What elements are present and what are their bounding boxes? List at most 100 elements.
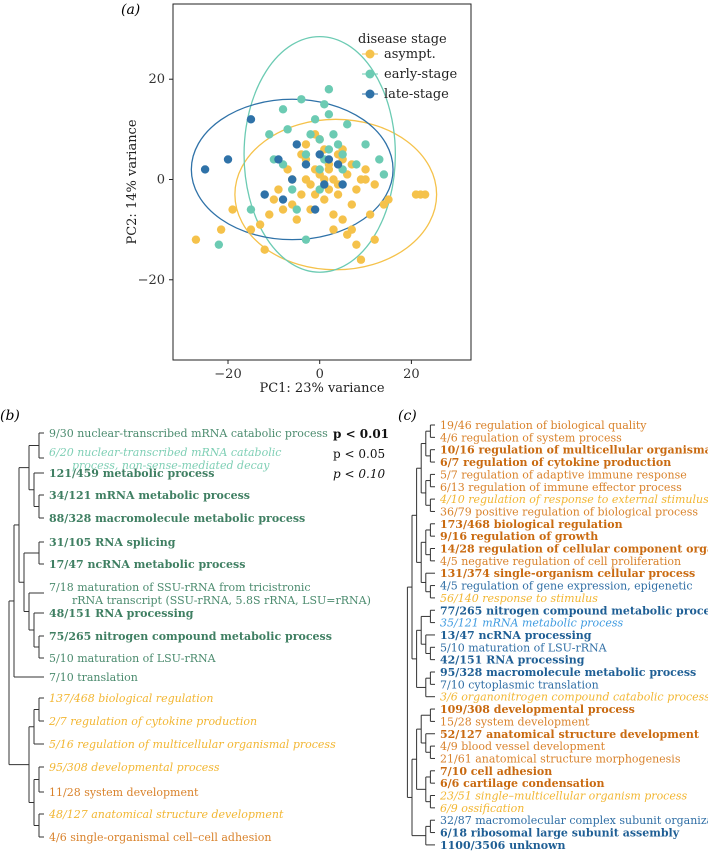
legend-label: late-stage xyxy=(384,87,449,102)
term-b-text: 31/105 RNA splicing xyxy=(49,536,176,549)
point-earlystage xyxy=(301,235,311,244)
term-c-text: 6/18 ribosomal large subunit assembly xyxy=(440,827,680,840)
term-c-text: 77/265 nitrogen compound metabolic proce… xyxy=(440,604,708,617)
term-c-text: 6/7 regulation of cytokine production xyxy=(440,456,671,469)
point-earlystage xyxy=(352,160,361,169)
term-c-text: 5/10 maturation of LSU-rRNA xyxy=(440,641,608,654)
y-axis-title: PC2: 14% variance xyxy=(125,119,140,244)
term-c-text: 21/61 anatomical structure morphogenesis xyxy=(440,752,681,765)
term-c-text: 52/127 anatomical structure development xyxy=(440,728,700,741)
term-c-text: 3/6 organonitrogen compound catabolic pr… xyxy=(440,691,708,704)
point-earlystage xyxy=(214,240,224,249)
ellipse-earlystage xyxy=(243,35,397,273)
term-c-text: 7/10 cytoplasmic translation xyxy=(440,678,599,691)
y-tick-label: 0 xyxy=(157,172,165,187)
point-earlystage xyxy=(320,100,329,109)
point-latestage xyxy=(338,180,347,189)
term-c-text: 6/13 regulation of immune effector proce… xyxy=(440,481,682,494)
point-earlystage xyxy=(329,130,338,139)
term-c-text: 95/328 macromolecule metabolic process xyxy=(440,666,696,679)
legend-label: early-stage xyxy=(384,67,458,82)
point-asympt xyxy=(352,185,361,194)
term-b-text: 6/20 nuclear-transcribed mRNA catabolic xyxy=(49,446,281,459)
term-b-text: 2/7 regulation of cytokine production xyxy=(48,715,257,728)
term-c-text: 1100/3506 unknown xyxy=(440,839,566,852)
term-c-text: 6/6 cartilage condensation xyxy=(440,777,605,790)
dendrogram-c xyxy=(406,424,435,846)
point-latestage xyxy=(223,155,233,164)
term-b-text: 7/10 translation xyxy=(49,671,138,684)
plot-frame xyxy=(172,3,472,361)
point-asympt xyxy=(370,180,379,189)
term-c-text: 173/468 biological regulation xyxy=(440,518,623,531)
term-list-c: 19/46 regulation of biological quality4/… xyxy=(439,419,708,852)
term-c-text: 9/16 regulation of growth xyxy=(440,530,598,543)
point-asympt xyxy=(246,225,256,234)
term-b-text: 121/459 metabolic process xyxy=(49,467,214,480)
point-asympt xyxy=(324,165,334,174)
term-b-text: process, non-sense-mediated decay xyxy=(72,459,270,472)
point-asympt xyxy=(329,225,338,234)
term-c-text: 23/51 single–multicellular organism proc… xyxy=(439,790,688,803)
legend-title: disease stage xyxy=(358,32,447,47)
term-c-text: 36/79 positive regulation of biological … xyxy=(440,505,698,518)
point-asympt xyxy=(370,235,379,244)
panel-b-label: (b) xyxy=(0,408,20,424)
point-asympt xyxy=(278,205,288,214)
term-b-text: 7/18 maturation of SSU-rRNA from tricist… xyxy=(49,581,311,594)
ellipse-latestage xyxy=(190,98,394,241)
term-b-text: 5/16 regulation of multicellular organis… xyxy=(49,738,336,751)
term-c-text: 6/9 ossification xyxy=(440,802,524,815)
y-tick-label: −20 xyxy=(138,273,165,288)
point-asympt xyxy=(329,210,338,219)
point-asympt xyxy=(365,210,375,219)
y-tick-label: 20 xyxy=(148,72,165,87)
pca-scatter-plot: −20 0 20 −20 0 20 PC1: 23% variance PC2: 14%… xyxy=(125,3,472,396)
x-axis-ticks: −20 0 20 xyxy=(214,360,420,382)
point-earlystage xyxy=(297,95,306,104)
point-earlystage xyxy=(324,85,334,94)
term-b-text: 88/328 macromolecule metabolic process xyxy=(49,512,305,525)
x-tick-label: 0 xyxy=(316,367,324,382)
point-earlystage xyxy=(288,185,297,194)
point-asympt xyxy=(301,140,311,149)
point-earlystage xyxy=(246,205,256,214)
term-b-text: rRNA transcript (SSU-rRNA, 5.8S rRNA, LS… xyxy=(72,594,371,607)
point-asympt xyxy=(297,190,306,199)
point-earlystage xyxy=(324,110,334,119)
significance-key: p < 0.01 p < 0.05 p < 0.10 xyxy=(333,427,389,481)
term-list-b: 9/30 nuclear-transcribed mRNA catabolic … xyxy=(48,427,371,844)
term-c-text: 10/16 regulation of multicellular organi… xyxy=(440,444,708,457)
point-asympt xyxy=(260,245,269,254)
point-latestage xyxy=(320,180,329,189)
term-c-text: 4/10 regulation of response to external … xyxy=(439,493,708,506)
point-asympt xyxy=(384,195,393,204)
point-latestage xyxy=(315,150,324,159)
point-earlystage xyxy=(278,105,288,114)
point-asympt xyxy=(274,185,283,194)
term-c-text: 5/7 regulation of adaptive immune respon… xyxy=(440,468,687,481)
point-earlystage xyxy=(283,125,292,134)
term-c-text: 32/87 macromolecular complex subunit org… xyxy=(440,814,708,827)
term-b-text: 48/127 anatomical structure development xyxy=(48,808,284,821)
point-earlystage xyxy=(310,115,320,124)
term-c-text: 7/10 cell adhesion xyxy=(440,765,552,778)
confidence-ellipses xyxy=(190,35,438,273)
point-earlystage xyxy=(315,165,324,174)
point-earlystage xyxy=(343,120,352,129)
point-latestage xyxy=(278,195,288,204)
term-b-text: 137/468 biological regulation xyxy=(49,692,213,705)
point-latestage xyxy=(274,155,283,164)
point-asympt xyxy=(320,195,329,204)
term-c-text: 4/9 blood vessel development xyxy=(440,740,606,753)
point-earlystage xyxy=(375,155,384,164)
point-earlystage xyxy=(292,205,301,214)
term-c-text: 109/308 developmental process xyxy=(440,703,635,716)
point-earlystage xyxy=(315,135,324,144)
point-earlystage xyxy=(333,140,343,149)
point-asympt xyxy=(420,190,430,199)
point-asympt xyxy=(333,190,343,199)
point-asympt xyxy=(347,225,356,234)
term-b-text: 34/121 mRNA metabolic process xyxy=(49,489,250,502)
x-tick-label: −20 xyxy=(214,367,241,382)
